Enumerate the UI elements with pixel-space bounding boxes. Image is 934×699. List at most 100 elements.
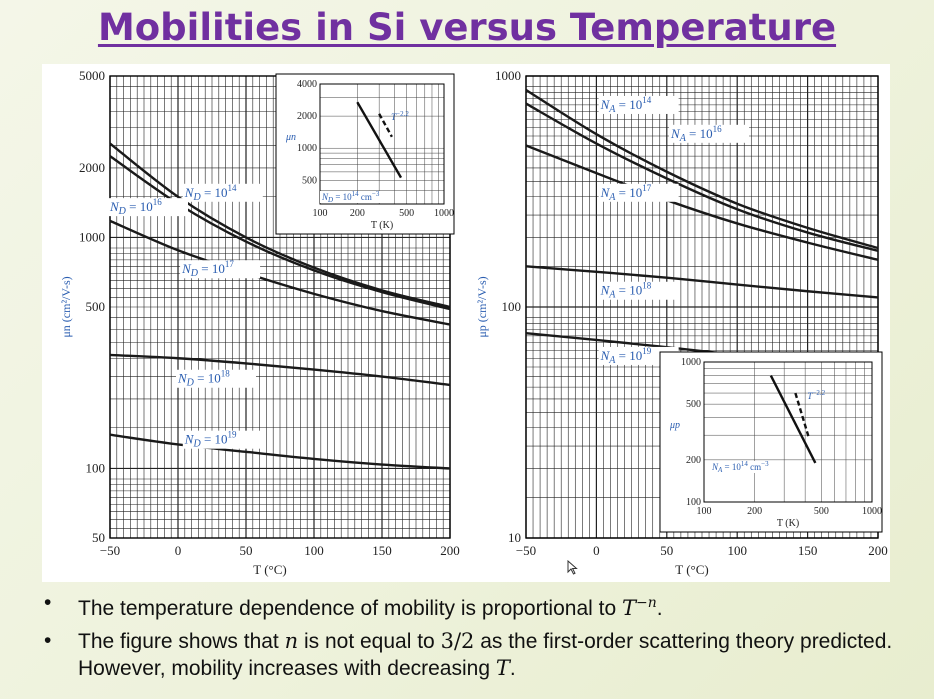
series-label-bg	[176, 369, 256, 388]
inset-x-tick-label: 500	[814, 506, 829, 517]
mouse-cursor-icon	[567, 560, 578, 575]
inset-y-tick-label: 1000	[681, 357, 701, 368]
inset-label-bg	[320, 191, 392, 203]
x-axis-label: T (°C)	[675, 562, 708, 577]
series-label: ND = 1016	[109, 197, 162, 217]
x-tick-label: 100	[727, 543, 747, 558]
bullet-text: .	[509, 657, 516, 680]
inset-label-bg	[710, 461, 782, 473]
series-line	[525, 265, 879, 299]
series-label: ND = 1019	[184, 430, 237, 450]
bullet-text: The temperature dependence of mobility i…	[78, 597, 622, 620]
inset-x-axis-label: T (K)	[777, 518, 799, 529]
series-label-bg	[598, 281, 679, 300]
x-tick-label: 150	[372, 543, 392, 558]
inset-concentration-label: ND = 1014 cm−3	[321, 190, 380, 204]
inset-x-tick-label: 1000	[434, 208, 454, 219]
inset-y-tick-label: 500	[686, 399, 701, 410]
x-axis-label: T (°C)	[253, 562, 286, 577]
y-axis-label: μp (cm²/V-s)	[475, 276, 489, 337]
inset-y-tick-label: 500	[302, 175, 317, 186]
series-label-bg	[598, 95, 679, 114]
y-tick-label: 1000	[495, 68, 521, 83]
inset-mobility-line	[356, 101, 403, 179]
y-tick-label: 10	[508, 530, 521, 545]
series-line	[109, 142, 451, 309]
series-label-bg	[598, 183, 679, 202]
slide-title: Mobilities in Si versus Temperature	[97, 6, 837, 49]
inset-chart: 100 200 500 1000 1000 500 200 100 T (K) μp T−2.2 NA…	[659, 351, 883, 533]
y-tick-label: 500	[86, 299, 106, 314]
inset-x-tick-label: 500	[399, 208, 414, 219]
x-tick-label: 50	[240, 543, 253, 558]
inset-concentration-label: NA = 1014 cm−3	[711, 460, 769, 474]
inset-x-tick-label: 200	[747, 506, 762, 517]
x-tick-label: 200	[440, 543, 460, 558]
bullet-text: is not equal to	[298, 630, 441, 653]
y-tick-label: 5000	[79, 68, 105, 83]
series-label-bg	[669, 124, 750, 143]
series-label: ND = 1017	[181, 259, 234, 279]
bullet-item: • The figure shows that n is not equal to…	[42, 628, 922, 682]
series-label: NA = 1014	[600, 95, 652, 115]
x-tick-label: 200	[868, 543, 888, 558]
series-label: ND = 1014	[184, 183, 237, 203]
inset-background	[275, 73, 455, 235]
math-exponent: −n	[636, 595, 657, 611]
y-tick-label: 100	[502, 299, 522, 314]
inset-y-axis-label: μp	[669, 420, 680, 431]
bullet-dot-icon: •	[44, 629, 52, 652]
series-label: NA = 1016	[670, 124, 722, 144]
inset-y-tick-label: 1000	[297, 143, 317, 154]
y-tick-label: 1000	[79, 229, 105, 244]
inset-y-axis-label: μn	[285, 132, 296, 143]
series-label-bg	[182, 430, 263, 449]
inset-reference-line	[378, 113, 393, 138]
inset-grid	[703, 361, 873, 503]
y-tick-label: 100	[86, 460, 106, 475]
x-tick-label: −50	[100, 543, 120, 558]
x-tick-label: −50	[516, 543, 536, 558]
figure-panel: −50 0 50 100 150 200 5000 2000 1000 500 100 50 T (°C…	[42, 64, 890, 582]
series-label-bg	[598, 346, 679, 365]
series-line	[109, 155, 451, 311]
bullet-text: .	[656, 597, 663, 620]
bullet-item: • The temperature dependence of mobility …	[42, 590, 922, 622]
series-label-bg	[108, 198, 188, 217]
inset-x-tick-label: 200	[350, 208, 365, 219]
math-n: n	[284, 629, 299, 653]
math-T: T	[621, 596, 636, 620]
inset-y-tick-label: 2000	[297, 111, 317, 122]
inset-frame	[703, 361, 873, 503]
bullet-dot-icon: •	[44, 591, 52, 614]
inset-x-tick-label: 100	[313, 208, 328, 219]
series-label-bg	[182, 183, 263, 202]
series-line	[525, 88, 879, 250]
bullet-list: • The temperature dependence of mobility …	[42, 590, 922, 688]
series-label: NA = 1018	[600, 281, 652, 301]
inset-y-tick-label: 100	[686, 497, 701, 508]
math-fraction: 3/2	[440, 629, 475, 653]
hole-mobility-chart: −50 0 50 100 150 200 1000 100 10 T (°C) μp (cm²/V-…	[475, 68, 888, 577]
x-tick-label: 150	[798, 543, 818, 558]
series-label: NA = 1019	[600, 346, 652, 366]
series-label: ND = 1018	[177, 369, 230, 389]
series-line	[109, 353, 451, 387]
x-tick-label: 50	[660, 543, 673, 558]
inset-reference-label: T−2.2	[391, 110, 409, 122]
series-label-bg	[180, 260, 261, 279]
inset-reference-label: T−2.2	[807, 389, 825, 401]
inset-frame	[319, 83, 445, 205]
series-label: NA = 1017	[600, 183, 652, 203]
x-tick-label: 0	[175, 543, 182, 558]
bullet-text: The figure shows that	[78, 630, 285, 653]
y-tick-label: 2000	[79, 160, 105, 175]
series-line	[525, 144, 879, 262]
math-T: T	[495, 656, 510, 680]
plot-frame	[525, 75, 879, 539]
series-line	[109, 433, 451, 470]
y-tick-label: 50	[92, 530, 105, 545]
inset-y-tick-label: 4000	[297, 79, 317, 90]
inset-y-tick-label: 200	[686, 455, 701, 466]
